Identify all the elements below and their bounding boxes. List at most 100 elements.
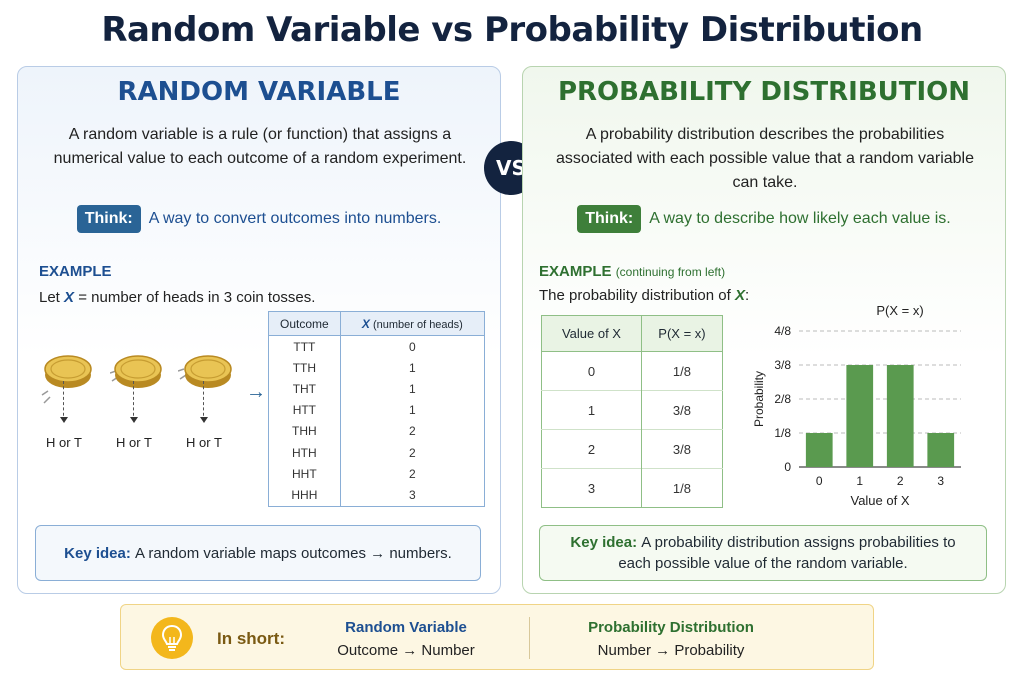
- summary-random-variable: Random Variable Outcome → Number: [321, 619, 491, 659]
- value-cell: 2: [541, 429, 642, 469]
- table-row: HTH 2: [269, 441, 485, 464]
- down-arrow: [203, 381, 206, 421]
- x-tick-label: 1: [856, 474, 863, 488]
- x-column-header: X (number of heads): [339, 311, 485, 336]
- value-cell: 1: [541, 390, 642, 430]
- summary-box: In short: Random Variable Outcome → Numb…: [120, 604, 874, 670]
- example-let: Let: [39, 289, 60, 306]
- key-idea-box: Key idea: A random variable maps outcome…: [35, 525, 481, 581]
- x-tick-label: 3: [937, 474, 944, 488]
- probability-column-header: P(X = x): [640, 315, 723, 352]
- key-idea-label: Key idea:: [64, 544, 131, 562]
- example-variable: X: [64, 289, 75, 306]
- y-axis-label: Probability: [752, 371, 766, 427]
- example-variable: X: [734, 287, 745, 304]
- table-row: 0 1/8: [541, 351, 723, 391]
- table-row: HHH 3: [269, 484, 485, 506]
- outcome-cell: TTT: [293, 339, 316, 354]
- table-row: 3 1/8: [541, 468, 723, 508]
- y-tick-label: 4/8: [774, 324, 791, 338]
- x-value-cell: 2: [339, 463, 485, 485]
- in-short-label: In short:: [217, 629, 285, 648]
- x-value-cell: 3: [339, 484, 485, 506]
- bar: [846, 365, 874, 467]
- summary-divider: [529, 617, 530, 659]
- coin-label: H or T: [46, 435, 82, 450]
- example-rest: = number of heads in 3 coin tosses.: [74, 289, 316, 306]
- arrow-head: [60, 417, 68, 423]
- coin-icon: [40, 345, 120, 425]
- x-axis-label: Value of X: [850, 493, 909, 508]
- outcome-cell: TTH: [292, 360, 317, 375]
- y-tick-label: 1/8: [774, 426, 791, 440]
- down-arrow: [63, 381, 66, 421]
- y-tick-label: 2/8: [774, 392, 791, 406]
- lightbulb-icon: [151, 617, 193, 659]
- summary-heading: Probability Distribution: [588, 619, 754, 636]
- x-value-cell: 1: [339, 357, 485, 379]
- outcome-cell: HTH: [292, 445, 317, 460]
- probability-cell: 3/8: [640, 390, 723, 430]
- table-row: HTT 1: [269, 399, 485, 421]
- key-idea-text: A random variable maps outcomes → number…: [135, 544, 452, 562]
- value-column-header: Value of X: [541, 315, 642, 352]
- chart-title: P(X = x): [876, 303, 923, 318]
- x-value-cell: 1: [339, 378, 485, 400]
- table-row: 1 3/8: [541, 390, 723, 430]
- probability-cell: 1/8: [640, 468, 723, 508]
- key-idea-box: Key idea: A probability distribution ass…: [539, 525, 987, 581]
- table-row: THH 2: [269, 420, 485, 442]
- bar: [886, 365, 914, 467]
- key-idea-label: Key idea:: [570, 534, 638, 551]
- outcome-cell: HHH: [291, 487, 318, 502]
- right-arrow-icon: →: [246, 381, 266, 403]
- arrow-head: [200, 417, 208, 423]
- probability-distribution-panel: PROBABILITY DISTRIBUTION A probability d…: [522, 66, 1006, 594]
- think-badge: Think:: [76, 205, 141, 233]
- example-label: EXAMPLE (continuing from left): [539, 263, 726, 280]
- bar: [805, 433, 833, 467]
- outcome-cell: THT: [292, 381, 317, 396]
- random-variable-definition: A random variable is a rule (or function…: [53, 126, 467, 167]
- bar: [927, 433, 955, 467]
- think-badge: Think:: [577, 205, 642, 233]
- coin-label: H or T: [116, 435, 152, 450]
- think-row: Think: A way to describe how likely each…: [523, 205, 1005, 233]
- think-text: A way to convert outcomes into numbers.: [148, 210, 442, 227]
- table-row: TTH 1: [269, 357, 485, 379]
- y-tick-label: 3/8: [774, 358, 791, 372]
- probability-bar-chart: P(X = x) 0 1/8 2/8 3/8 4/8 0 1 2 3 Value of X Proba…: [752, 303, 961, 508]
- summary-probability-distribution: Probability Distribution Number → Probab…: [571, 619, 771, 659]
- random-variable-panel: RANDOM VARIABLE A random variable is a r…: [17, 66, 501, 594]
- coin-label: H or T: [186, 435, 222, 450]
- distribution-table: Value of X P(X = x) 0 1/8 1 3/8 2 3/8 3 1/8: [541, 315, 723, 508]
- probability-distribution-heading: PROBABILITY DISTRIBUTION: [557, 77, 971, 107]
- example-definition: Let X = number of heads in 3 coin tosses…: [39, 289, 315, 306]
- summary-text: Number → Probability: [597, 642, 745, 659]
- x-value-cell: 2: [339, 441, 485, 464]
- probability-cell: 1/8: [640, 351, 723, 391]
- think-row: Think: A way to convert outcomes into nu…: [18, 205, 500, 233]
- table-row: HHT 2: [269, 463, 485, 485]
- think-text: A way to describe how likely each value …: [649, 210, 951, 227]
- y-tick-label: 0: [784, 460, 791, 474]
- x-tick-label: 2: [897, 474, 904, 488]
- summary-text: Outcome → Number: [337, 642, 475, 659]
- outcome-cell: THH: [292, 424, 317, 439]
- value-cell: 3: [541, 468, 642, 508]
- coin-icon: [109, 345, 190, 425]
- table-row: 2 3/8: [541, 429, 723, 469]
- probability-cell: 3/8: [640, 429, 723, 469]
- page-title: Random Variable vs Probability Distribut…: [101, 10, 923, 50]
- random-variable-heading: RANDOM VARIABLE: [117, 77, 401, 107]
- x-tick-label: 0: [816, 474, 823, 488]
- example-label: EXAMPLE: [39, 263, 112, 280]
- example-sublabel: (continuing from left): [615, 265, 726, 279]
- probability-distribution-definition: A probability distribution describes the…: [555, 126, 975, 191]
- x-value-cell: 2: [339, 420, 485, 442]
- outcome-table: Outcome X (number of heads) TTT 0 TTH 1 THT 1…: [268, 311, 485, 507]
- outcome-cell: HHT: [292, 466, 317, 481]
- value-cell: 0: [541, 351, 642, 391]
- down-arrow: [133, 381, 136, 421]
- table-row: TTT 0: [269, 335, 485, 358]
